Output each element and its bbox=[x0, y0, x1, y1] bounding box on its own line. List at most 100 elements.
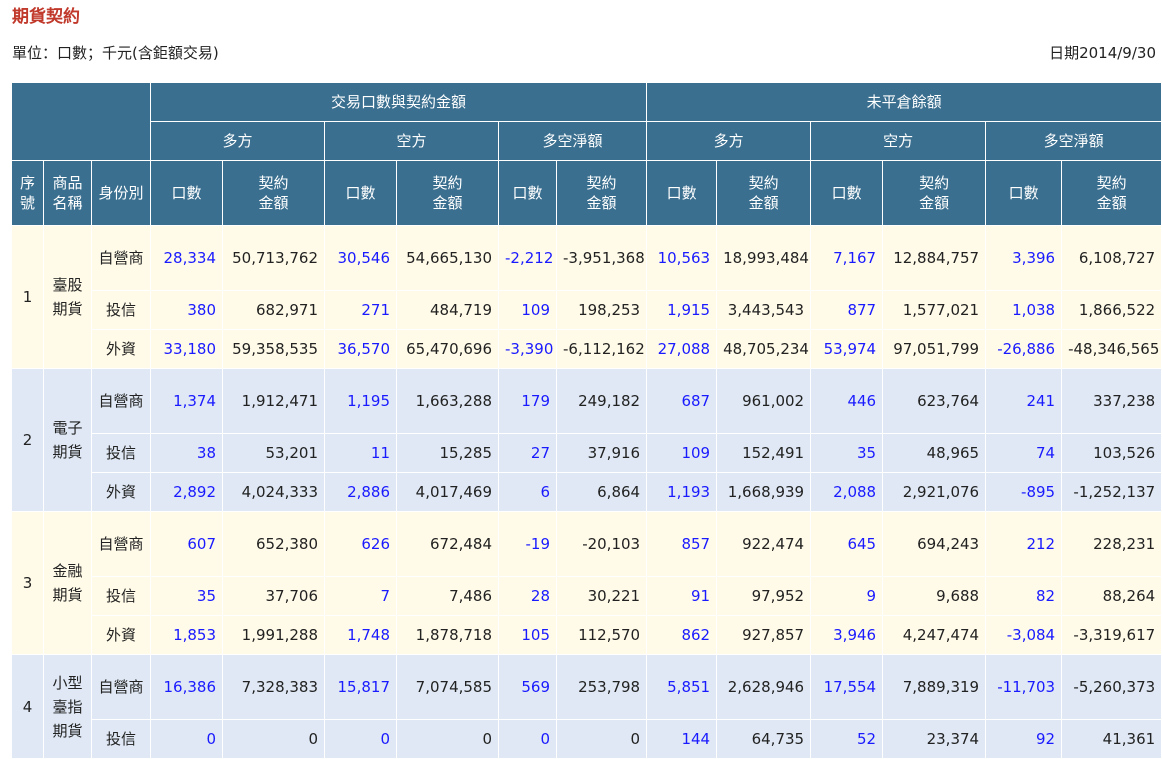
table-row: 2 電子期貨 自營商 1,374 1,912,471 1,195 1,663,288 179 2… bbox=[11, 368, 1162, 512]
lots-link[interactable]: 11 bbox=[324, 433, 398, 473]
lots-link[interactable]: 271 bbox=[324, 290, 398, 330]
lots-link[interactable]: 9 bbox=[810, 576, 884, 616]
lots-link[interactable]: 82 bbox=[985, 576, 1063, 616]
lots-link[interactable]: 1,853 bbox=[150, 615, 224, 655]
lots-link[interactable]: 446 bbox=[810, 368, 884, 434]
lots-link[interactable]: 91 bbox=[646, 576, 718, 616]
lots-link[interactable]: 30,546 bbox=[324, 225, 398, 291]
lots-link[interactable]: -19 bbox=[498, 511, 558, 577]
lots-link[interactable]: 607 bbox=[150, 511, 224, 577]
amount-value: 7,328,383 bbox=[222, 654, 326, 720]
product-name: 電子期貨 bbox=[43, 368, 92, 512]
lots-link[interactable]: 1,195 bbox=[324, 368, 398, 434]
lots-link[interactable]: 33,180 bbox=[150, 329, 224, 369]
lots-link[interactable]: 52 bbox=[810, 719, 884, 759]
lots-link[interactable]: 28,334 bbox=[150, 225, 224, 291]
lots-link[interactable]: 53,974 bbox=[810, 329, 884, 369]
lots-link[interactable]: 3,946 bbox=[810, 615, 884, 655]
amount-value: 249,182 bbox=[556, 368, 648, 434]
amount-value: 103,526 bbox=[1061, 433, 1162, 473]
lots-link[interactable]: 1,038 bbox=[985, 290, 1063, 330]
lots-link[interactable]: 7 bbox=[324, 576, 398, 616]
lots-link[interactable]: 17,554 bbox=[810, 654, 884, 720]
lots-link[interactable]: 27,088 bbox=[646, 329, 718, 369]
lots-link[interactable]: 109 bbox=[646, 433, 718, 473]
amount-value: 6,108,727 bbox=[1061, 225, 1162, 291]
report-date: 日期2014/9/30 bbox=[1049, 44, 1156, 62]
header-identity: 身份別 bbox=[90, 160, 152, 226]
lots-link[interactable]: 857 bbox=[646, 511, 718, 577]
lots-link[interactable]: 7,167 bbox=[810, 225, 884, 291]
lots-link[interactable]: 36,570 bbox=[324, 329, 398, 369]
product-name: 小型臺指期貨 bbox=[43, 654, 92, 759]
identity-type: 投信 bbox=[90, 719, 152, 759]
amount-value: 1,663,288 bbox=[396, 368, 500, 434]
identity-type: 投信 bbox=[90, 433, 152, 473]
lots-link[interactable]: 877 bbox=[810, 290, 884, 330]
lots-link[interactable]: 1,193 bbox=[646, 472, 718, 512]
lots-link[interactable]: -26,886 bbox=[985, 329, 1063, 369]
amount-value: 1,577,021 bbox=[882, 290, 987, 330]
lots-link[interactable]: 179 bbox=[498, 368, 558, 434]
lots-link[interactable]: 2,892 bbox=[150, 472, 224, 512]
lots-link[interactable]: 645 bbox=[810, 511, 884, 577]
lots-link[interactable]: 862 bbox=[646, 615, 718, 655]
lots-link[interactable]: -3,390 bbox=[498, 329, 558, 369]
amount-value: 15,285 bbox=[396, 433, 500, 473]
lots-link[interactable]: 10,563 bbox=[646, 225, 718, 291]
lots-link[interactable]: 38 bbox=[150, 433, 224, 473]
lots-link[interactable]: 241 bbox=[985, 368, 1063, 434]
lots-link[interactable]: 35 bbox=[810, 433, 884, 473]
amount-value: 198,253 bbox=[556, 290, 648, 330]
lots-link[interactable]: 5,851 bbox=[646, 654, 718, 720]
lots-link[interactable]: 3,396 bbox=[985, 225, 1063, 291]
amount-value: 1,668,939 bbox=[716, 472, 812, 512]
lots-link[interactable]: 212 bbox=[985, 511, 1063, 577]
lots-link[interactable]: 105 bbox=[498, 615, 558, 655]
lots-link[interactable]: 1,748 bbox=[324, 615, 398, 655]
amount-value: 6,864 bbox=[556, 472, 648, 512]
lots-link[interactable]: 74 bbox=[985, 433, 1063, 473]
lots-link[interactable]: 144 bbox=[646, 719, 718, 759]
table-row: 外資 33,180 59,358,535 36,570 65,470,696 -3,390… bbox=[12, 329, 1162, 369]
amount-value: 672,484 bbox=[396, 511, 500, 577]
lots-link[interactable]: 92 bbox=[985, 719, 1063, 759]
lots-link[interactable]: 0 bbox=[324, 719, 398, 759]
lots-link[interactable]: -895 bbox=[985, 472, 1063, 512]
lots-link[interactable]: 28 bbox=[498, 576, 558, 616]
header-lots: 口數 bbox=[150, 160, 224, 226]
lots-link[interactable]: 569 bbox=[498, 654, 558, 720]
amount-value: 30,221 bbox=[556, 576, 648, 616]
lots-link[interactable]: -3,084 bbox=[985, 615, 1063, 655]
lots-link[interactable]: 2,088 bbox=[810, 472, 884, 512]
lots-link[interactable]: 1,915 bbox=[646, 290, 718, 330]
header-oi-net: 多空淨額 bbox=[985, 121, 1162, 161]
amount-value: 0 bbox=[222, 719, 326, 759]
lots-link[interactable]: 6 bbox=[498, 472, 558, 512]
lots-link[interactable]: 16,386 bbox=[150, 654, 224, 720]
lots-link[interactable]: 15,817 bbox=[324, 654, 398, 720]
header-seq: 序號 bbox=[11, 160, 44, 226]
lots-link[interactable]: 2,886 bbox=[324, 472, 398, 512]
lots-link[interactable]: 27 bbox=[498, 433, 558, 473]
amount-value: 927,857 bbox=[716, 615, 812, 655]
table-row: 外資 1,853 1,991,288 1,748 1,878,718 105 112,570… bbox=[12, 615, 1162, 655]
lots-link[interactable]: 1,374 bbox=[150, 368, 224, 434]
identity-type: 外資 bbox=[90, 615, 152, 655]
lots-link[interactable]: -2,212 bbox=[498, 225, 558, 291]
header-amount: 契約金額 bbox=[396, 160, 500, 226]
lots-link[interactable]: -11,703 bbox=[985, 654, 1063, 720]
lots-link[interactable]: 0 bbox=[498, 719, 558, 759]
table-row: 投信 0 0 0 0 0 0 144 64,735 52 23,374 92 41,361 bbox=[12, 719, 1162, 759]
lots-link[interactable]: 687 bbox=[646, 368, 718, 434]
amount-value: -6,112,162 bbox=[556, 329, 648, 369]
row-index: 4 bbox=[11, 654, 44, 759]
lots-link[interactable]: 0 bbox=[150, 719, 224, 759]
amount-value: 1,912,471 bbox=[222, 368, 326, 434]
amount-value: 59,358,535 bbox=[222, 329, 326, 369]
lots-link[interactable]: 626 bbox=[324, 511, 398, 577]
lots-link[interactable]: 109 bbox=[498, 290, 558, 330]
lots-link[interactable]: 35 bbox=[150, 576, 224, 616]
table-row: 4 小型臺指期貨 自營商 16,386 7,328,383 15,817 7,074,585… bbox=[11, 654, 1162, 759]
lots-link[interactable]: 380 bbox=[150, 290, 224, 330]
